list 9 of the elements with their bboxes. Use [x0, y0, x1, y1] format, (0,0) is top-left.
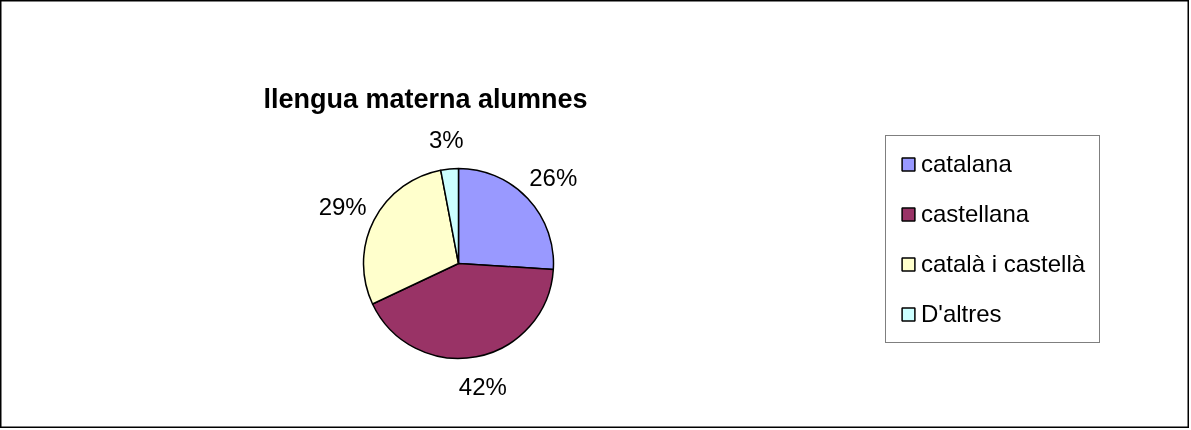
legend-label: castellana [921, 200, 1030, 228]
data-label: 26% [529, 164, 578, 192]
legend-label: D'altres [921, 300, 1002, 328]
data-label: 29% [318, 193, 367, 221]
data-label: 3% [428, 125, 464, 153]
legend-label: catalana [921, 150, 1012, 178]
chart-title: llengua materna alumnes [263, 83, 588, 114]
legend-label: català i castellà [921, 250, 1086, 278]
data-label: 42% [458, 372, 507, 400]
